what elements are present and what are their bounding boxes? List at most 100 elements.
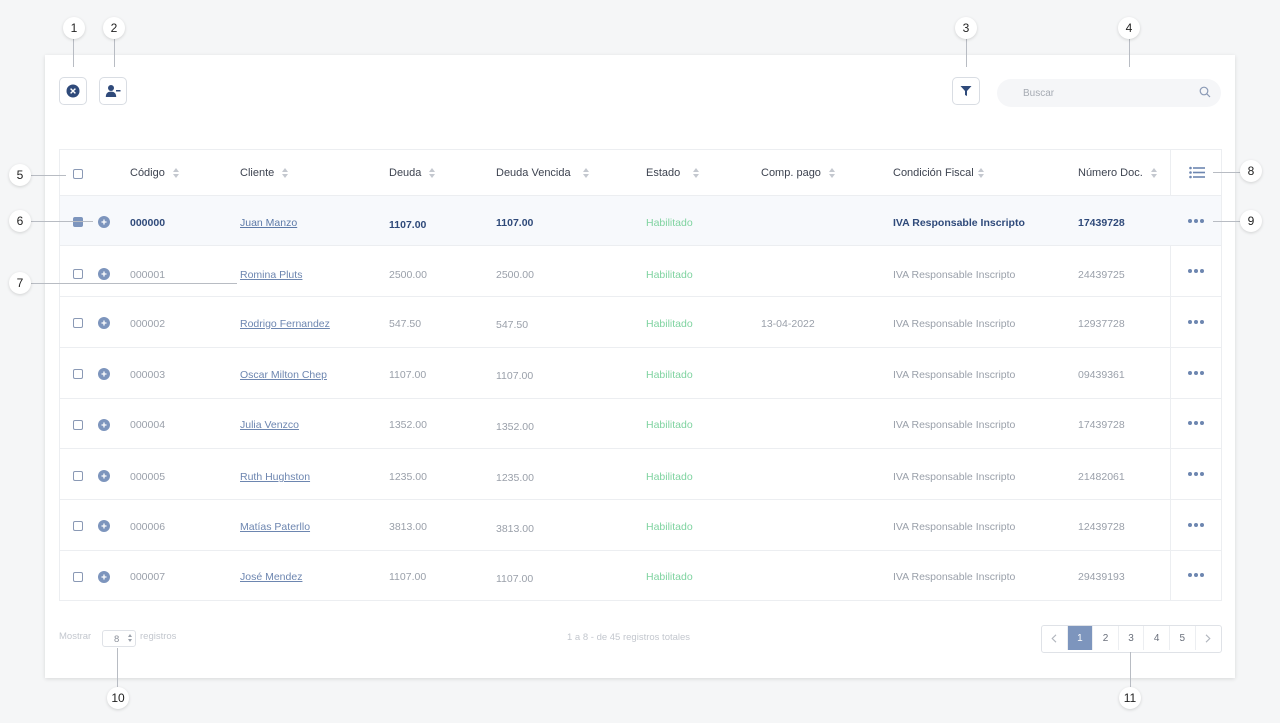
cell-numero-doc: 12439728 [1078,521,1125,533]
sort-icon [977,168,984,178]
cell-deuda: 547.50 [389,318,422,330]
row-checkbox[interactable] [73,318,83,328]
callout-badge: 3 [955,17,977,39]
cell-codigo: 000005 [130,471,166,483]
sort-icon [582,168,589,178]
cell-cliente-link[interactable]: José Mendez [240,571,303,583]
cell-cliente-link[interactable]: Rodrigo Fernandez [240,318,330,330]
more-options-icon[interactable] [1188,421,1204,425]
sort-icon [429,168,436,178]
row-checkbox[interactable] [73,420,83,430]
callout-badge: 6 [9,210,31,232]
table-row[interactable]: 000006 Matías Paterllo 3813.00 3813.00 H… [60,501,1221,551]
callout-line [31,283,237,284]
prev-page-button[interactable] [1042,626,1068,650]
cell-condicion-fiscal: IVA Responsable Inscripto [893,521,1016,533]
expand-plus-icon[interactable] [98,317,110,329]
search-input[interactable] [997,79,1213,107]
table-row[interactable]: 000005 Ruth Hughston 1235.00 1235.00 Hab… [60,450,1221,500]
page-size-stepper[interactable]: 8 [102,630,136,647]
table-row[interactable]: 000007 José Mendez 1107.00 1107.00 Habil… [60,552,1221,602]
header-condicion-fiscal[interactable]: Condición Fiscal [893,150,984,196]
sort-icon [828,168,835,178]
expand-plus-icon[interactable] [98,268,110,280]
callout-badge: 8 [1240,160,1262,182]
filter-button[interactable] [952,77,980,105]
callout-line [1213,221,1240,222]
clients-table: Código Cliente Deuda Deuda Vencida Estad… [59,149,1222,601]
row-checkbox[interactable] [73,269,83,279]
expand-plus-icon[interactable] [98,216,110,228]
row-checkbox[interactable] [73,217,83,227]
cell-estado: Habilitado [646,471,693,483]
stepper-arrows-icon[interactable] [128,634,132,642]
table-row[interactable]: 000003 Oscar Milton Chep 1107.00 1107.00… [60,349,1221,399]
page-button[interactable]: 2 [1093,626,1119,650]
page-button[interactable]: 4 [1144,626,1170,650]
cell-cliente-link[interactable]: Ruth Hughston [240,471,311,483]
page-button[interactable]: 1 [1067,626,1094,650]
cell-cliente-link[interactable]: Juan Manzo [240,217,298,229]
more-options-icon[interactable] [1188,320,1204,324]
cell-cliente-link[interactable]: Julia Venzco [240,419,299,431]
callout-badge: 9 [1240,210,1262,232]
more-options-icon[interactable] [1188,472,1204,476]
more-options-icon[interactable] [1188,573,1204,577]
cell-cliente-link[interactable]: Matías Paterllo [240,521,311,533]
page-button[interactable]: 5 [1170,626,1196,650]
callout-line [966,39,967,67]
sort-icon [172,168,179,178]
cell-codigo: 000003 [130,369,166,381]
next-page-button[interactable] [1196,626,1222,650]
column-settings-icon[interactable] [1189,166,1205,179]
close-button[interactable] [59,77,87,105]
table-row[interactable]: 000002 Rodrigo Fernandez 547.50 547.50 H… [60,298,1221,348]
row-checkbox[interactable] [73,572,83,582]
remove-user-button[interactable] [99,77,127,105]
callout-badge: 2 [103,17,125,39]
more-options-icon[interactable] [1188,371,1204,375]
callout-badge: 4 [1118,17,1140,39]
cell-cliente-link[interactable]: Romina Pluts [240,269,303,281]
header-comp-pago[interactable]: Comp. pago [761,150,835,196]
expand-plus-icon[interactable] [98,470,110,482]
cell-deuda-vencida: 1107.00 [496,573,534,585]
cell-numero-doc: 17439728 [1078,217,1125,229]
table-row[interactable]: 000000 Juan Manzo 1107.00 1107.00 Habili… [60,196,1221,246]
header-estado[interactable]: Estado [646,150,700,196]
expand-plus-icon[interactable] [98,419,110,431]
row-checkbox[interactable] [73,369,83,379]
table-row[interactable]: 000001 Romina Pluts 2500.00 2500.00 Habi… [60,247,1221,297]
header-codigo[interactable]: Código [130,150,179,196]
select-all-checkbox[interactable] [73,169,83,179]
callout-badge: 1 [63,17,85,39]
more-options-icon[interactable] [1188,269,1204,273]
row-checkbox[interactable] [73,521,83,531]
chevron-left-icon [1051,633,1057,643]
search-icon[interactable] [1199,86,1211,98]
cell-estado: Habilitado [646,521,693,533]
sort-icon [282,168,289,178]
expand-plus-icon[interactable] [98,571,110,583]
page-button[interactable]: 3 [1119,626,1145,650]
filter-icon [960,86,972,96]
header-deuda-vencida[interactable]: Deuda Vencida [496,150,589,196]
close-circle-icon [66,84,80,98]
table-row[interactable]: 000004 Julia Venzco 1352.00 1352.00 Habi… [60,399,1221,449]
row-checkbox[interactable] [73,471,83,481]
cell-condicion-fiscal: IVA Responsable Inscripto [893,318,1016,330]
more-options-icon[interactable] [1188,219,1204,223]
header-deuda[interactable]: Deuda [389,150,436,196]
cell-deuda-vencida: 3813.00 [496,523,534,535]
expand-plus-icon[interactable] [98,520,110,532]
header-numero-doc[interactable]: Número Doc. [1078,150,1157,196]
header-cliente[interactable]: Cliente [240,150,289,196]
cell-condicion-fiscal: IVA Responsable Inscripto [893,571,1016,583]
cell-numero-doc: 17439728 [1078,419,1125,431]
cell-cliente-link[interactable]: Oscar Milton Chep [240,369,327,381]
cell-deuda: 1107.00 [389,219,427,231]
more-options-icon[interactable] [1188,523,1204,527]
expand-plus-icon[interactable] [98,368,110,380]
cell-condicion-fiscal: IVA Responsable Inscripto [893,217,1025,229]
cell-deuda-vencida: 1107.00 [496,370,534,382]
